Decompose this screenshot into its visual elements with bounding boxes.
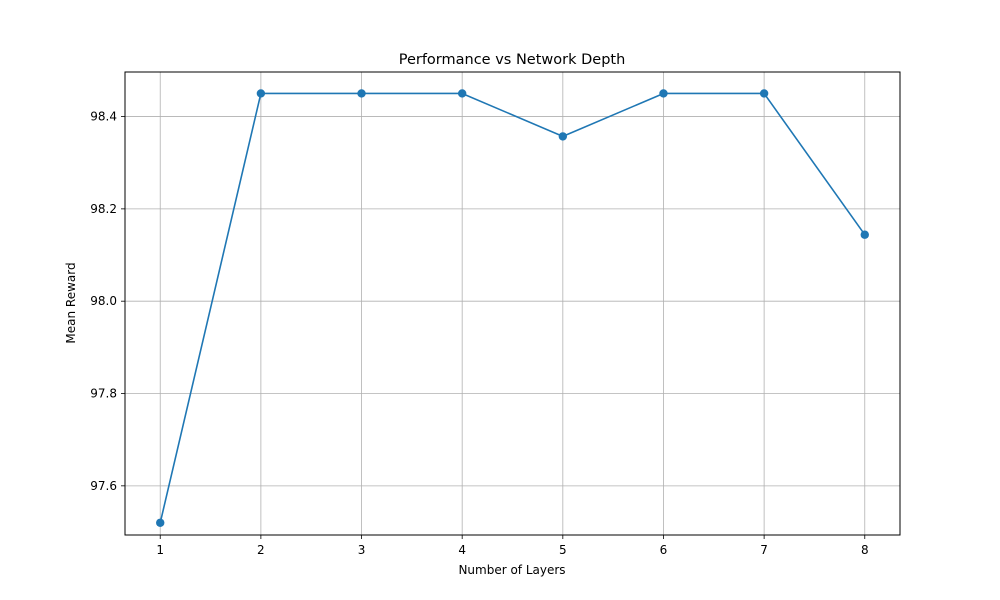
plot-area-frame <box>124 71 901 536</box>
x-tick-label: 1 <box>156 543 164 557</box>
y-tick-label: 97.6 <box>90 479 117 493</box>
data-point <box>457 89 467 98</box>
x-tick-label: 8 <box>861 543 869 557</box>
x-tick-label: 2 <box>257 543 265 557</box>
x-tick-label: 4 <box>458 543 466 557</box>
x-tick-label: 5 <box>559 543 567 557</box>
x-tick-label: 6 <box>660 543 668 557</box>
data-point <box>860 230 869 239</box>
data-point <box>558 132 568 141</box>
y-tick-label: 97.8 <box>90 387 117 401</box>
axis-ticks: 1 2 3 4 5 6 7 8 97.6 97.8 98.0 98.2 98.4 <box>90 110 868 557</box>
grid-lines <box>125 72 900 535</box>
series-layer <box>156 89 869 527</box>
y-tick-label: 98.0 <box>90 294 117 308</box>
x-tick-label: 7 <box>760 543 768 557</box>
x-axis-label: Number of Layers <box>458 563 565 577</box>
y-axis-label: Mean Reward <box>64 262 78 343</box>
data-point <box>759 89 769 98</box>
data-point <box>357 89 366 98</box>
chart-title: Performance vs Network Depth <box>399 52 626 68</box>
data-point <box>256 89 266 98</box>
y-tick-label: 98.4 <box>90 110 117 124</box>
x-tick-label: 3 <box>358 543 366 557</box>
series-line <box>159 92 866 523</box>
data-point <box>659 89 668 98</box>
y-tick-label: 98.2 <box>90 202 117 216</box>
data-point <box>156 518 165 527</box>
